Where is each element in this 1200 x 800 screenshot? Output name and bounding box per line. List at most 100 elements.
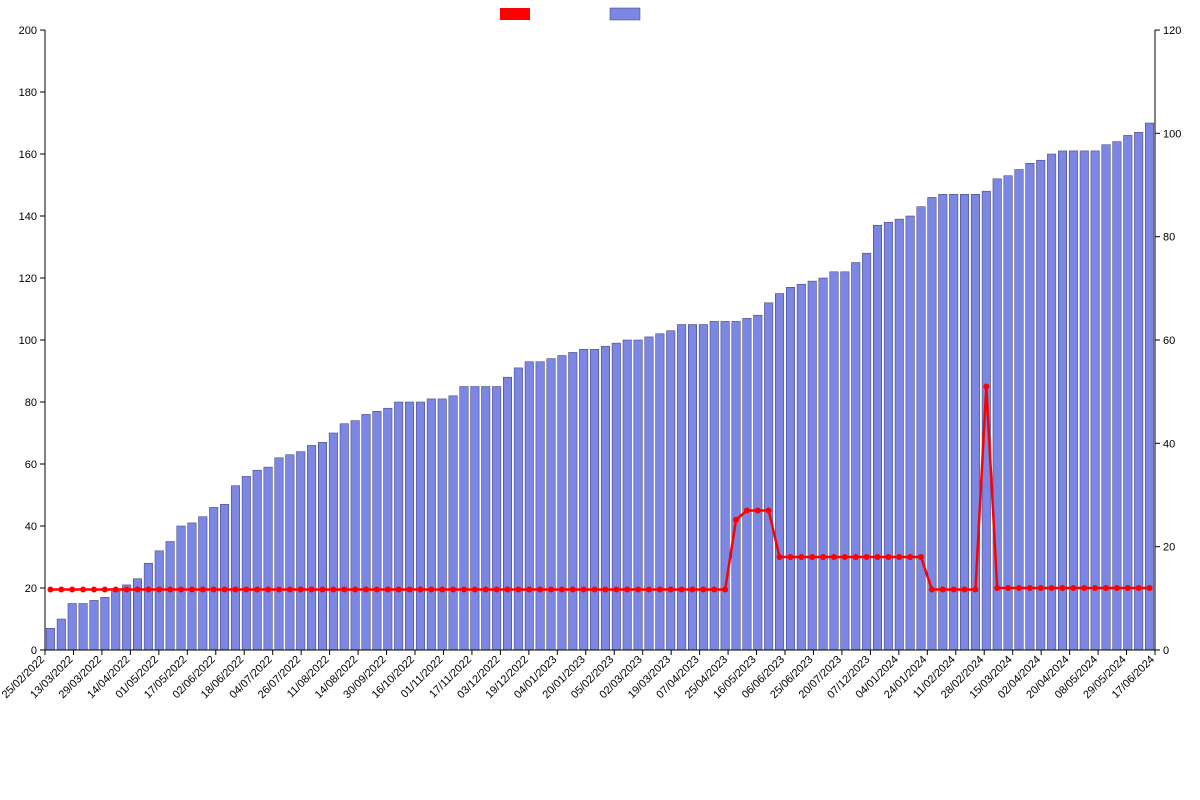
right-tick-label: 20 <box>1163 542 1175 554</box>
bar <box>384 408 392 650</box>
line-marker <box>809 554 815 560</box>
bar <box>340 424 348 650</box>
line-marker <box>298 587 304 593</box>
line-marker <box>113 587 119 593</box>
line-marker <box>265 587 271 593</box>
line-marker <box>853 554 859 560</box>
bar <box>68 604 76 651</box>
bar <box>1015 170 1023 651</box>
line-marker <box>875 554 881 560</box>
bar <box>514 368 522 650</box>
bar <box>427 399 435 650</box>
bar <box>416 402 424 650</box>
bar <box>949 194 957 650</box>
bar <box>786 287 794 650</box>
bar <box>590 349 598 650</box>
bar <box>851 263 859 651</box>
line-marker <box>798 554 804 560</box>
bar <box>688 325 696 651</box>
bar <box>699 325 707 651</box>
line-marker <box>1081 585 1087 591</box>
bar <box>1145 123 1153 650</box>
left-tick-label: 200 <box>19 25 37 37</box>
bar <box>242 476 250 650</box>
dual-axis-bar-line-chart: 0204060801001201401601802000204060801001… <box>0 0 1200 800</box>
line-marker <box>494 587 500 593</box>
bar <box>90 600 98 650</box>
line-marker <box>733 517 739 523</box>
bar <box>841 272 849 650</box>
bar <box>558 356 566 651</box>
left-tick-label: 140 <box>19 211 37 223</box>
line-marker <box>929 587 935 593</box>
bar <box>525 362 533 650</box>
bar <box>503 377 511 650</box>
line-marker <box>994 585 1000 591</box>
bar <box>111 591 119 650</box>
line-marker <box>842 554 848 560</box>
left-tick-label: 20 <box>25 583 37 595</box>
line-marker <box>962 587 968 593</box>
bar <box>797 284 805 650</box>
bar <box>830 272 838 650</box>
bar <box>231 486 239 650</box>
bar <box>79 604 87 651</box>
bar <box>101 597 109 650</box>
bar <box>1004 176 1012 650</box>
bar <box>1047 154 1055 650</box>
bar <box>666 331 674 650</box>
line-marker <box>352 587 358 593</box>
bar <box>329 433 337 650</box>
bar <box>677 325 685 651</box>
right-tick-label: 0 <box>1163 645 1169 657</box>
line-marker <box>189 587 195 593</box>
bar <box>209 507 217 650</box>
bar <box>1102 145 1110 650</box>
bar <box>405 402 413 650</box>
bar <box>264 467 272 650</box>
line-marker <box>450 587 456 593</box>
line-marker <box>1070 585 1076 591</box>
bar <box>1058 151 1066 650</box>
line-marker <box>1016 585 1022 591</box>
line-marker <box>1092 585 1098 591</box>
left-tick-label: 160 <box>19 149 37 161</box>
line-marker <box>635 587 641 593</box>
bar <box>732 321 740 650</box>
bar <box>536 362 544 650</box>
bar <box>438 399 446 650</box>
line-marker <box>570 587 576 593</box>
line-marker <box>613 587 619 593</box>
bar <box>1113 142 1121 650</box>
line-marker <box>983 384 989 390</box>
line-marker <box>58 587 64 593</box>
line-marker <box>200 587 206 593</box>
bar <box>917 207 925 650</box>
line-marker <box>907 554 913 560</box>
line-marker <box>1147 585 1153 591</box>
bar <box>394 402 402 650</box>
bar <box>939 194 947 650</box>
line-marker <box>135 587 141 593</box>
line-marker <box>80 587 86 593</box>
bar <box>481 387 489 651</box>
line-marker <box>374 587 380 593</box>
line-marker <box>102 587 108 593</box>
line-marker <box>668 587 674 593</box>
line-marker <box>1027 585 1033 591</box>
bar <box>188 523 196 650</box>
left-tick-label: 100 <box>19 335 37 347</box>
line-marker <box>439 587 445 593</box>
bar <box>362 414 370 650</box>
line-marker <box>548 587 554 593</box>
line-marker <box>243 587 249 593</box>
chart-container: 0204060801001201401601802000204060801001… <box>0 0 1200 800</box>
left-tick-label: 80 <box>25 397 37 409</box>
line-marker <box>320 587 326 593</box>
legend-swatch-bar <box>610 8 640 20</box>
line-marker <box>396 587 402 593</box>
bar <box>122 585 130 650</box>
bar <box>57 619 65 650</box>
bar <box>1124 135 1132 650</box>
line-marker <box>700 587 706 593</box>
